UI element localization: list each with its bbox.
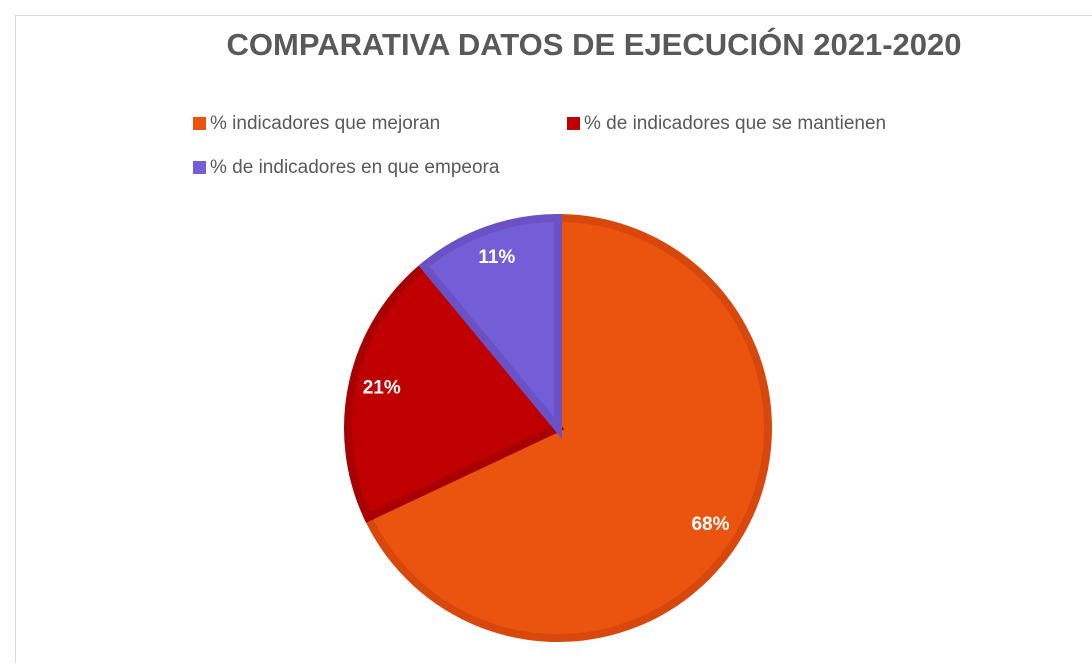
data-label: 68% xyxy=(691,514,729,535)
legend-label: % indicadores que mejoran xyxy=(210,113,440,134)
legend-swatch xyxy=(567,117,580,130)
data-label: 21% xyxy=(363,378,401,399)
data-label: 11% xyxy=(478,247,515,268)
chart-title: COMPARATIVA DATOS DE EJECUCIÓN 2021-2020 xyxy=(227,26,962,62)
legend-label: % de indicadores en que empeora xyxy=(210,157,500,178)
legend-swatch xyxy=(193,117,206,130)
legend-swatch xyxy=(193,161,206,174)
legend-label: % de indicadores que se mantienen xyxy=(584,113,886,134)
